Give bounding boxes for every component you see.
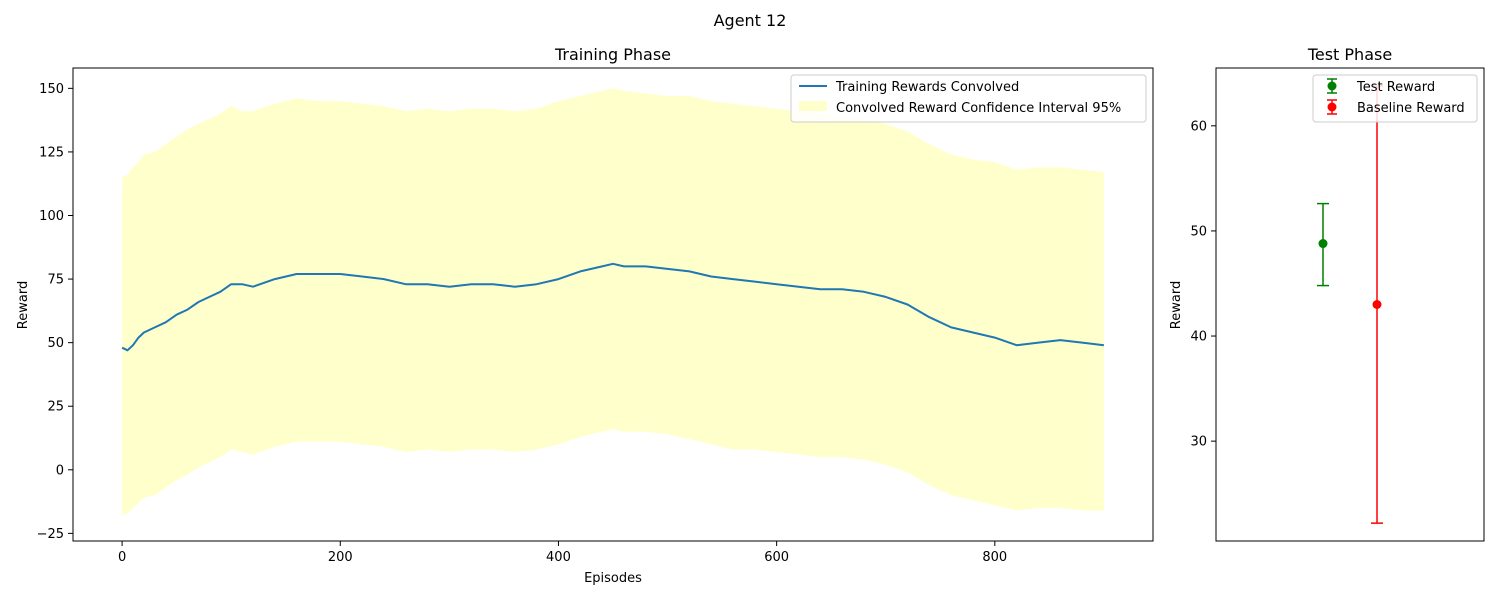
- y-tick-label: 150: [39, 82, 64, 97]
- training-y-ticks: −25 0 25 50 75 100 125 150: [37, 82, 73, 542]
- training-rewards-line: [121, 262, 1105, 352]
- y-tick-label: −25: [37, 527, 64, 542]
- legend-label-test-reward: Test Reward: [1356, 80, 1435, 95]
- x-tick-label: 600: [764, 550, 789, 565]
- y-tick-label: 100: [39, 209, 64, 224]
- training-phase-title: Training Phase: [554, 45, 671, 64]
- confidence-interval-band: [122, 88, 1104, 516]
- training-y-axis-label: Reward: [16, 281, 31, 329]
- legend-band-swatch: [799, 101, 827, 111]
- y-tick-label: 50: [47, 336, 64, 351]
- x-tick-label: 800: [982, 550, 1007, 565]
- test-y-tick-label: 60: [1190, 119, 1207, 134]
- test-y-tick-label: 40: [1190, 330, 1207, 345]
- x-tick-label: 0: [118, 550, 126, 565]
- training-axes-frame: [72, 67, 1154, 542]
- legend-label-baseline-reward: Baseline Reward: [1357, 101, 1465, 116]
- figure-title: Agent 12: [714, 11, 787, 30]
- test-y-tick-label: 30: [1190, 435, 1207, 450]
- test-axes-frame: [1215, 67, 1485, 542]
- test-reward-point: [1318, 239, 1328, 249]
- legend-label-confidence-interval: Convolved Reward Confidence Interval 95%: [836, 101, 1121, 116]
- test-y-ticks: 30 40 50 60: [1190, 119, 1216, 450]
- y-tick-label: 25: [47, 400, 64, 415]
- y-tick-label: 75: [47, 273, 64, 288]
- test-y-axis-label: Reward: [1169, 281, 1184, 329]
- test-legend: Test Reward Baseline Reward: [1312, 74, 1478, 123]
- y-tick-label: 0: [56, 463, 64, 478]
- test-phase-title: Test Phase: [1307, 45, 1392, 64]
- x-tick-label: 400: [546, 550, 571, 565]
- test-y-tick-label: 50: [1190, 224, 1207, 239]
- training-x-ticks: 0 200 400 600 800: [118, 541, 1007, 565]
- legend-label-training-rewards: Training Rewards Convolved: [835, 80, 1019, 95]
- y-tick-label: 125: [39, 145, 64, 160]
- legend-test-reward-marker: [1327, 78, 1337, 94]
- legend-baseline-reward-marker: [1327, 99, 1337, 115]
- training-phase-panel: Training Phase 0 200 400 600 800 −25 0 25 50 75 1…: [16, 45, 1154, 586]
- confidence-band-layer: [122, 88, 1104, 516]
- x-tick-label: 200: [328, 550, 353, 565]
- test-legend-box: [1312, 74, 1478, 123]
- baseline-reward-point: [1372, 300, 1382, 309]
- test-phase-panel: Test Phase 30 40 50 60 Reward Test Reward B…: [1169, 45, 1485, 542]
- test-errorbar-layer: [1317, 85, 1383, 524]
- reward-line-layer: [121, 262, 1105, 352]
- training-x-axis-label: Episodes: [584, 571, 642, 586]
- training-legend-box: [790, 74, 1147, 123]
- training-legend: Training Rewards Convolved Convolved Rew…: [790, 74, 1147, 123]
